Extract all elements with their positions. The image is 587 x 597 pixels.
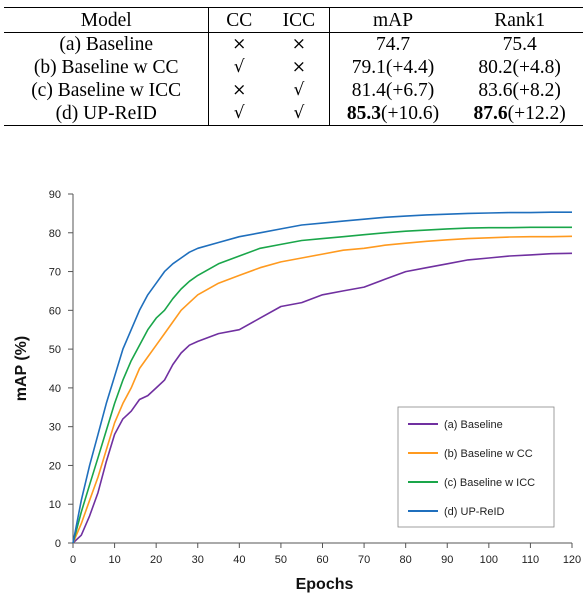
cell-cc: × <box>208 79 270 102</box>
x-tick-label: 120 <box>563 554 581 566</box>
x-tick-label: 20 <box>150 554 162 566</box>
cell-map: 81.4(+6.7) <box>328 79 457 102</box>
y-tick-label: 60 <box>49 305 61 317</box>
table-header-row: Model CC ICC mAP Rank1 <box>4 7 583 33</box>
x-tick-label: 90 <box>441 554 453 566</box>
cell-rank1-value: 83.6(+8.2) <box>478 80 561 101</box>
cell-map-value: (+10.6) <box>381 103 440 124</box>
header-icc: ICC <box>269 7 330 33</box>
cell-icc: √ <box>293 80 305 100</box>
y-tick-label: 0 <box>55 538 61 550</box>
legend: (a) Baseline (b) Baseline w CC (c) Baselin… <box>397 406 555 528</box>
series-line-1 <box>72 252 573 544</box>
y-tick-label: 90 <box>49 189 61 201</box>
legend-label: (c) Baseline w ICC <box>444 477 535 489</box>
legend-label: (b) Baseline w CC <box>444 448 533 460</box>
cell-map-value: 81.4(+6.7) <box>351 80 435 101</box>
series-line-4 <box>72 211 572 544</box>
legend-label: (d) UP-ReID <box>444 506 505 518</box>
cell-map: 74.7 <box>328 32 457 56</box>
x-tick-label: 40 <box>233 554 245 566</box>
y-axis-label: mAP (%) <box>13 336 30 402</box>
header-map: mAP <box>328 7 457 33</box>
x-tick-label: 60 <box>316 554 328 566</box>
cell-rank1-value: 75.4 <box>502 34 537 55</box>
cell-rank1-value: 80.2(+4.8) <box>478 57 561 78</box>
cell-rank1: 75.4 <box>456 33 583 57</box>
cell-model: (a) Baseline <box>59 34 154 55</box>
header-cc: CC <box>208 7 270 33</box>
y-tick-label: 80 <box>49 228 61 240</box>
series-line-3 <box>72 226 572 544</box>
table-row: (a) Baseline × × 74.7 75.4 <box>4 32 583 57</box>
y-tick-label: 20 <box>49 460 61 472</box>
x-tick-label: 10 <box>108 554 120 566</box>
y-tick-label: 40 <box>49 383 61 395</box>
cell-map-best: 85.3 <box>346 103 382 124</box>
results-table: Model CC ICC mAP Rank1 (a) Baseline × × … <box>4 7 583 126</box>
cell-model: (b) Baseline w CC <box>33 57 179 78</box>
cell-rank1: 80.2(+4.8) <box>456 56 583 79</box>
cell-model: (d) UP-ReID <box>4 102 209 126</box>
table-row: (b) Baseline w CC √ × 79.1(+4.4) 80.2(+4… <box>4 56 583 79</box>
cell-icc: × <box>291 34 306 54</box>
y-tick-label: 70 <box>49 267 61 279</box>
cell-rank1-best: 87.6 <box>473 103 508 124</box>
x-tick-label: 80 <box>400 554 412 566</box>
y-tick-label: 10 <box>49 499 61 511</box>
table-row: (d) UP-ReID √ √ 85.3(+10.6) 87.6(+12.2) <box>4 102 583 126</box>
cell-rank1: 87.6(+12.2) <box>456 102 583 126</box>
legend-label: (a) Baseline <box>444 419 503 431</box>
table-row: (c) Baseline w ICC × √ 81.4(+6.7) 83.6(+… <box>4 79 583 102</box>
y-tick-label: 50 <box>49 344 61 356</box>
x-tick-label: 30 <box>192 554 204 566</box>
map-line-chart: 0 10 20 30 40 50 60 70 80 90 0 10 20 30 40 50 60 70 80 90 10… <box>13 189 581 593</box>
cell-model: (c) Baseline w ICC <box>31 80 182 101</box>
legend-box <box>397 406 555 528</box>
header-model: Model <box>4 7 209 33</box>
cell-map: 85.3(+10.6) <box>328 102 457 126</box>
cell-rank1: 83.6(+8.2) <box>456 79 583 102</box>
cell-map: 79.1(+4.4) <box>328 56 457 79</box>
series-line-2 <box>72 235 573 544</box>
x-axis-label: Epochs <box>296 576 354 593</box>
y-tick-label: 30 <box>49 422 61 434</box>
cell-rank1-value: (+12.2) <box>507 103 566 124</box>
x-tick-label: 70 <box>358 554 370 566</box>
x-tick-label: 100 <box>480 554 498 566</box>
cell-cc: √ <box>208 56 270 79</box>
x-tick-label: 50 <box>275 554 287 566</box>
cell-cc: √ <box>208 102 270 126</box>
cell-cc: × <box>208 32 270 56</box>
cell-map-value: 79.1(+4.4) <box>351 57 435 78</box>
x-tick-label: 0 <box>70 554 76 566</box>
cell-icc: √ <box>269 102 330 126</box>
cell-map-value: 74.7 <box>375 34 411 55</box>
header-rank1: Rank1 <box>456 7 583 33</box>
cell-icc: × <box>291 57 306 77</box>
x-tick-label: 110 <box>522 554 540 566</box>
